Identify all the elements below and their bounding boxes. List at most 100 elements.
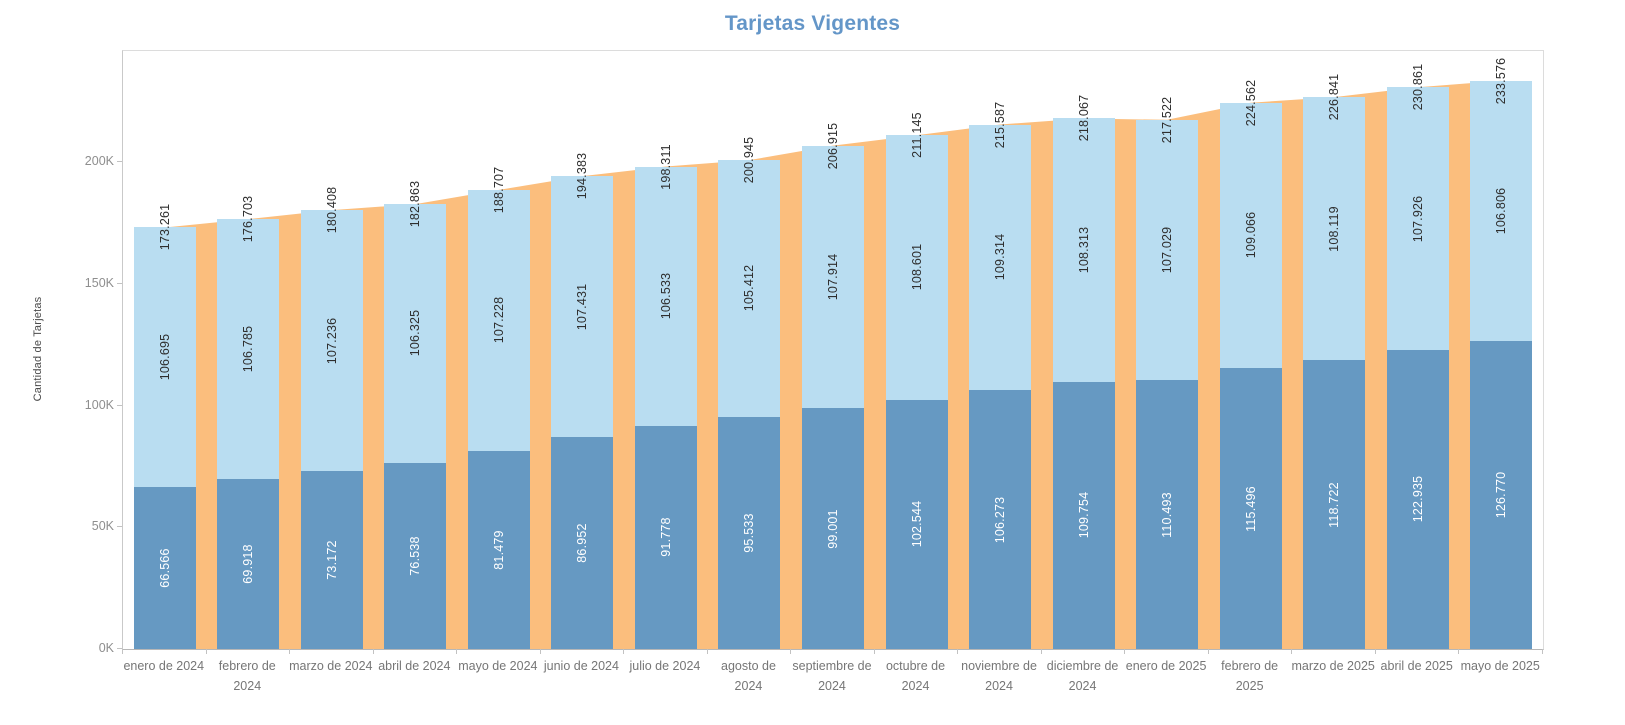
bar-segment-top[interactable] xyxy=(634,166,697,426)
bar-bottom-segment-label: 76.538 xyxy=(408,536,423,576)
x-tick-mark xyxy=(1542,649,1543,654)
bar-segment-top[interactable] xyxy=(1136,119,1199,381)
x-tick-mark xyxy=(205,649,207,654)
x-category-label: marzo de 2024 xyxy=(289,659,373,673)
bar-segment-bottom[interactable] xyxy=(634,425,697,649)
bar-total-label: 194.383 xyxy=(575,152,590,200)
x-tick-mark xyxy=(1124,649,1126,654)
bar-segment-bottom[interactable] xyxy=(969,390,1032,649)
bar-segment-top[interactable] xyxy=(300,210,363,471)
bar-bottom-segment-label: 109.754 xyxy=(1076,492,1091,539)
bar-segment-bottom[interactable] xyxy=(1470,340,1533,649)
bar-segment-bottom[interactable] xyxy=(1386,349,1449,649)
bar-bottom-segment-label: 91.778 xyxy=(658,517,673,558)
y-tick-label: 200K xyxy=(84,154,114,169)
bar-total-label: 218.067 xyxy=(1076,95,1091,142)
bar-segment-bottom[interactable] xyxy=(217,478,280,649)
bar-bottom-segment-label: 126.770 xyxy=(1494,471,1509,519)
y-tick-label: 100K xyxy=(84,397,114,412)
bar-total-label: 200.945 xyxy=(742,136,757,184)
y-tick-mark xyxy=(117,648,122,649)
bar-segment-top[interactable] xyxy=(1386,87,1449,350)
y-tick-mark xyxy=(117,404,122,406)
x-tick-mark xyxy=(372,649,374,654)
bar-segment-top[interactable] xyxy=(885,135,948,400)
bar-top-segment-label: 106.533 xyxy=(658,272,673,320)
bar-bottom-segment-label: 115.496 xyxy=(1243,485,1258,532)
bar-segment-top[interactable] xyxy=(467,189,530,451)
x-category-label: noviembre de 2024 xyxy=(961,659,1037,693)
bar-segment-top[interactable] xyxy=(384,204,447,463)
chart-title: Tarjetas Vigentes xyxy=(724,12,901,35)
bar-segment-bottom[interactable] xyxy=(551,437,614,649)
bar-top-segment-label: 107.914 xyxy=(826,253,840,301)
x-category-label: diciembre de 2024 xyxy=(1046,659,1119,693)
y-tick-mark xyxy=(117,161,122,163)
bar-segment-top[interactable] xyxy=(551,176,614,438)
bar-segment-bottom[interactable] xyxy=(1052,381,1115,649)
bar-top-segment-label: 108.119 xyxy=(1327,205,1342,252)
bar-segment-top[interactable] xyxy=(1052,118,1115,382)
bar-segment-bottom[interactable] xyxy=(467,450,530,649)
bar-total-label: 173.261 xyxy=(157,204,172,251)
bar-top-segment-label: 105.412 xyxy=(742,265,757,312)
x-category-label: junio de 2024 xyxy=(543,659,619,673)
bar-segment-bottom[interactable] xyxy=(885,399,948,649)
bar-total-label: 180.408 xyxy=(324,186,339,234)
bar-segment-bottom[interactable] xyxy=(1303,360,1366,649)
x-tick-mark xyxy=(539,649,541,654)
bar-total-label: 226.841 xyxy=(1327,73,1342,121)
x-category-label: abril de 2024 xyxy=(378,659,451,673)
bar-bottom-segment-label: 81.479 xyxy=(491,530,506,570)
bar-bottom-segment-label: 122.935 xyxy=(1410,476,1425,523)
x-category-label: mayo de 2024 xyxy=(458,659,538,673)
x-category-label: abril de 2025 xyxy=(1380,659,1453,673)
bar-top-segment-label: 107.431 xyxy=(575,283,590,331)
bar-segment-top[interactable] xyxy=(1470,80,1533,341)
x-tick-mark xyxy=(1040,649,1042,654)
x-category-label: mayo de 2025 xyxy=(1460,659,1540,673)
x-tick-mark xyxy=(1207,649,1209,654)
x-tick-mark xyxy=(873,649,875,654)
bar-segment-bottom[interactable] xyxy=(1136,380,1199,649)
bar-segment-top[interactable] xyxy=(1303,97,1366,361)
bar-segment-top[interactable] xyxy=(969,124,1032,391)
bar-top-segment-label: 107.029 xyxy=(1160,226,1175,274)
x-tick-mark xyxy=(1374,649,1376,654)
bar-segment-top[interactable] xyxy=(718,160,781,417)
x-tick-mark xyxy=(122,649,123,654)
x-category-label: marzo de 2025 xyxy=(1291,659,1375,673)
bar-segment-bottom[interactable] xyxy=(1219,368,1282,649)
plot-area: 173.261 106.695 66.566 176.703 106.785 69.918… xyxy=(122,50,1544,650)
bar-total-label: 182.863 xyxy=(408,180,423,228)
x-category-label: agosto de 2024 xyxy=(721,659,776,693)
bar-top-segment-label: 106.325 xyxy=(408,310,423,357)
bar-top-segment-label: 108.313 xyxy=(1076,226,1091,274)
x-category-label: enero de 2025 xyxy=(1125,659,1207,673)
bar-top-segment-label: 109.314 xyxy=(993,234,1008,281)
bar-segment-bottom[interactable] xyxy=(300,470,363,649)
bar-top-segment-label: 107.926 xyxy=(1410,195,1425,242)
bar-segment-top[interactable] xyxy=(1219,102,1282,368)
y-tick-label: 0K xyxy=(98,641,114,655)
bar-segment-top[interactable] xyxy=(133,227,196,488)
bar-segment-top[interactable] xyxy=(217,219,280,479)
x-tick-mark xyxy=(706,649,708,654)
bar-bottom-segment-label: 106.273 xyxy=(993,496,1008,544)
bar-bottom-segment-label: 110.493 xyxy=(1160,491,1175,538)
bar-segment-bottom[interactable] xyxy=(384,462,447,649)
bar-segment-top[interactable] xyxy=(802,145,864,409)
bar-total-label: 215.587 xyxy=(993,101,1008,148)
bar-segment-bottom[interactable] xyxy=(802,408,864,649)
bar-segment-bottom[interactable] xyxy=(133,487,196,649)
x-category-label: septiembre de 2024 xyxy=(792,659,872,693)
x-tick-mark xyxy=(456,649,458,654)
bar-top-segment-label: 106.785 xyxy=(241,325,256,373)
bar-total-label: 217.522 xyxy=(1160,96,1175,144)
bar-bottom-segment-label: 73.172 xyxy=(324,540,339,580)
bar-bottom-segment-label: 118.722 xyxy=(1327,481,1342,528)
x-tick-mark xyxy=(1291,649,1293,654)
bar-bottom-segment-label: 66.566 xyxy=(157,548,172,588)
bar-segment-bottom[interactable] xyxy=(718,416,781,649)
y-axis-title: Cantidad de Tarjetas xyxy=(32,296,44,402)
